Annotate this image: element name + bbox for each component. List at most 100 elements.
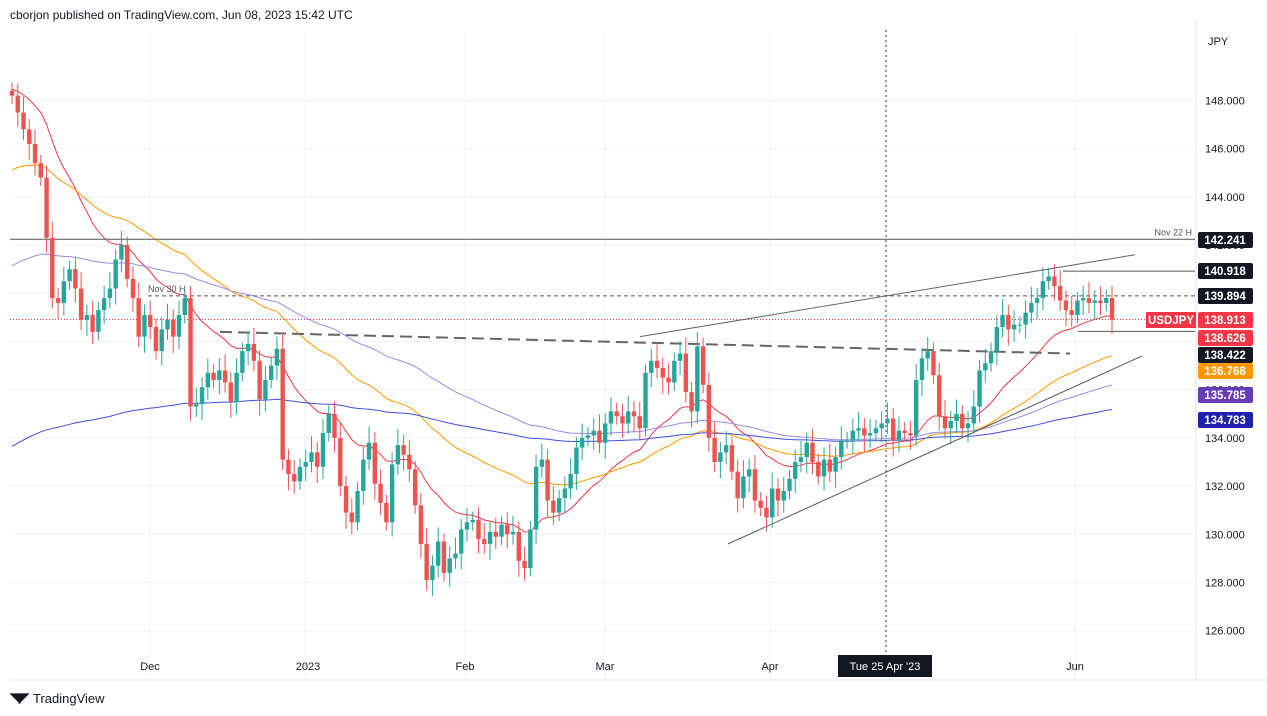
candle-body [315,452,320,467]
candle-body [366,442,372,460]
price-tag-label: 140.918 [1204,266,1246,278]
candle-body [245,343,251,352]
candle-body [148,314,153,328]
tradingview-brand[interactable]: ◥◤ TradingView [10,690,105,706]
price-tag-label: 138.422 [1204,350,1246,362]
candle-body [706,384,712,438]
candle-body [994,327,1000,352]
candle-body [608,411,614,424]
candle-body [925,351,930,359]
candle-body [867,433,873,436]
candle-body [723,445,729,453]
candle-body [96,310,101,332]
candle-body [424,543,429,581]
trendlines: Nov 22 H Nov 30 H [10,30,1195,660]
candle-body [752,469,758,501]
candle-body [913,380,919,436]
ema-lines [11,88,1113,533]
candle-body [291,474,297,482]
candle-body [222,370,228,383]
candle-body [1034,298,1040,303]
publisher-header: cborjon published on TradingView.com, Ju… [10,8,353,22]
candle-body [349,512,354,523]
nov22-label: Nov 22 H [1154,227,1192,237]
candle-body [1075,300,1080,315]
candle-body [435,541,441,566]
symbol-tag-box [1146,312,1196,328]
candle-body [954,413,959,422]
candle-body [251,343,257,361]
candle-body [971,406,976,424]
candle-body [441,541,447,573]
candle-body [746,469,752,477]
candle-body [890,418,896,441]
time-axis: Dec 2023 Feb Mar Apr Jun Tue 25 Apr '23 [10,20,1267,681]
candle-body [320,433,326,467]
ema-line-50 [11,164,1113,486]
candle-body [775,488,781,501]
candle-body [165,319,170,330]
candle-body [885,418,890,424]
candle-body [787,478,792,491]
candle-body [654,360,660,369]
candle-body [430,565,435,581]
candle-body [464,522,470,530]
candle-body [1029,302,1034,313]
candle-body [1104,298,1109,303]
candle-body [361,459,366,491]
candle-body [476,519,481,540]
candle-body [487,531,493,544]
candle-body [459,529,464,554]
y-tick-label: 148.000 [1205,96,1245,108]
candle-body [199,387,205,405]
candle-body [240,351,245,373]
candle-body [568,474,573,489]
candle-body [343,486,349,513]
candle-body [32,143,38,164]
candle-body [919,358,925,381]
candle-body [113,259,118,289]
candle-body [38,163,43,178]
crosshair-date-label: Tue 25 Apr '23 [850,661,921,673]
candle-body [510,531,516,535]
candle-body [257,360,262,400]
candle-body [533,466,539,530]
candle-body [217,370,222,381]
candle-body [355,490,360,523]
price-tag-label: 135.785 [1204,390,1246,402]
candle-body [401,445,406,455]
price-tags: 142.241 140.918 139.894 USDJPY 138.913 138.62… [1146,232,1253,428]
candle-body [309,452,314,462]
candle-body [1063,300,1069,311]
candle-body [44,177,49,238]
candle-body [827,459,833,472]
candle-body [908,433,913,436]
symbol-tag: USDJPY [1148,315,1194,327]
candle-body [188,298,193,407]
candle-body [55,298,61,303]
candle-body [614,411,619,417]
candle-body [683,353,689,393]
candle-body [274,348,280,366]
candle-body [119,245,124,260]
candle-body [50,237,55,299]
brand-name: TradingView [33,690,105,706]
candle-body [937,375,942,417]
price-tag-box [1198,363,1253,379]
y-tick-label: 134.000 [1205,433,1245,445]
candle-body [816,462,821,477]
tradingview-logo-icon: ◥◤ [10,690,29,705]
candle-body [9,90,15,96]
candle-body [965,423,971,429]
candle-body [942,416,948,429]
x-tick-label: Feb [456,661,475,673]
neckline [219,330,1071,355]
candle-body [758,500,763,508]
price-tag-label: 138.626 [1204,333,1246,345]
candle-body [1052,276,1057,287]
chart-grid [10,30,1195,680]
candle-body [73,269,78,289]
candle-body [159,329,164,352]
candle-body [1017,324,1023,326]
